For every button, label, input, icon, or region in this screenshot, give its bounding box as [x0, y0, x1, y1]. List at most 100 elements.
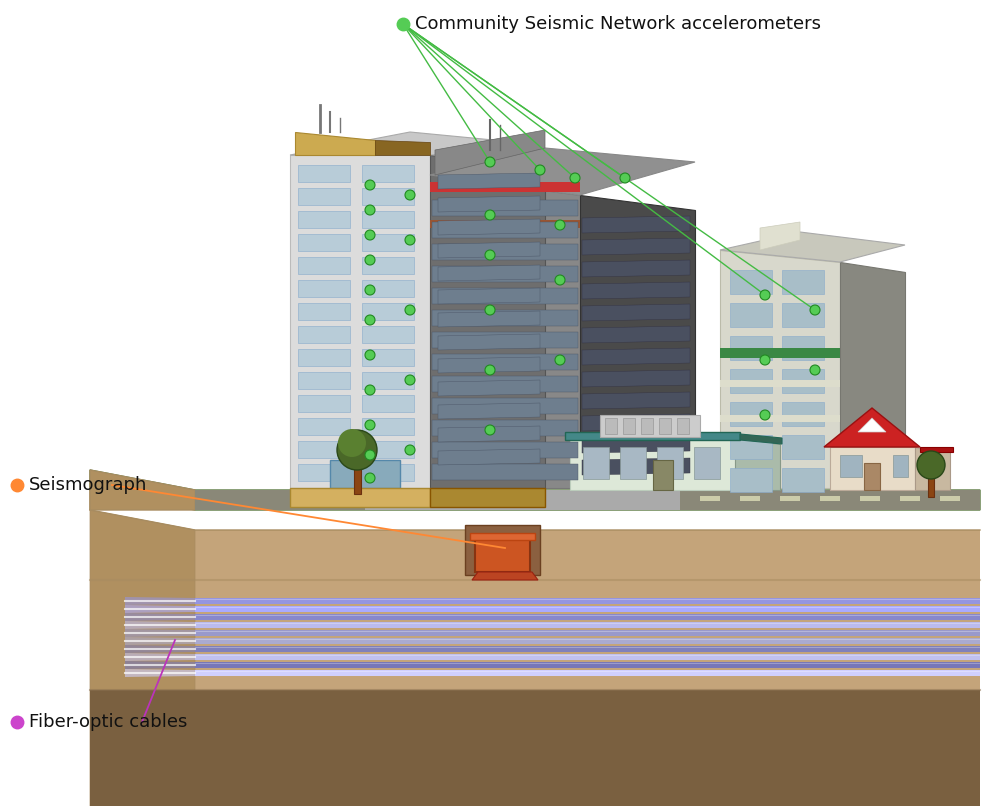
Circle shape: [405, 190, 415, 200]
Polygon shape: [438, 357, 540, 373]
Bar: [298, 395, 350, 412]
Polygon shape: [565, 432, 740, 440]
Polygon shape: [580, 195, 695, 488]
Polygon shape: [438, 426, 540, 442]
Circle shape: [337, 430, 377, 470]
Polygon shape: [195, 606, 980, 612]
Bar: [740, 496, 760, 501]
Bar: [928, 475, 934, 497]
Circle shape: [485, 157, 495, 167]
Bar: [860, 496, 880, 501]
Bar: [864, 463, 880, 490]
Circle shape: [485, 305, 495, 315]
Polygon shape: [195, 662, 980, 668]
Polygon shape: [125, 637, 195, 645]
Bar: [940, 496, 960, 501]
Circle shape: [365, 205, 375, 215]
Circle shape: [760, 290, 770, 300]
Bar: [362, 165, 414, 182]
Bar: [623, 418, 635, 434]
Polygon shape: [125, 661, 195, 669]
Bar: [730, 435, 772, 459]
Polygon shape: [720, 232, 905, 262]
Bar: [659, 418, 671, 434]
Bar: [730, 402, 772, 426]
Circle shape: [555, 355, 565, 365]
Bar: [362, 280, 414, 297]
Polygon shape: [430, 155, 545, 488]
Circle shape: [485, 365, 495, 375]
Bar: [298, 280, 350, 297]
Circle shape: [760, 410, 770, 420]
Polygon shape: [438, 449, 540, 465]
Bar: [298, 303, 350, 320]
Polygon shape: [432, 354, 578, 370]
Polygon shape: [582, 238, 690, 255]
Bar: [782, 402, 824, 426]
Polygon shape: [125, 605, 195, 613]
Circle shape: [760, 355, 770, 365]
Circle shape: [405, 445, 415, 455]
Polygon shape: [582, 348, 690, 365]
Polygon shape: [438, 196, 540, 212]
Bar: [694, 447, 720, 479]
Bar: [605, 418, 617, 434]
Polygon shape: [735, 438, 780, 490]
Polygon shape: [90, 690, 980, 806]
Circle shape: [405, 235, 415, 245]
Polygon shape: [125, 645, 195, 653]
Bar: [641, 418, 653, 434]
Circle shape: [405, 305, 415, 315]
Circle shape: [365, 420, 375, 430]
Bar: [362, 303, 414, 320]
Bar: [730, 303, 772, 327]
Polygon shape: [465, 525, 540, 575]
Bar: [893, 455, 908, 477]
Circle shape: [570, 173, 580, 183]
Bar: [782, 468, 824, 492]
Polygon shape: [760, 222, 800, 250]
Polygon shape: [90, 510, 980, 806]
Bar: [362, 326, 414, 343]
Polygon shape: [740, 434, 782, 444]
Polygon shape: [570, 438, 735, 490]
Polygon shape: [824, 408, 920, 447]
Bar: [730, 468, 772, 492]
Polygon shape: [195, 630, 980, 636]
Polygon shape: [840, 262, 905, 488]
Bar: [362, 441, 414, 458]
Polygon shape: [125, 669, 195, 677]
Circle shape: [365, 473, 375, 483]
Bar: [600, 415, 700, 437]
Polygon shape: [720, 415, 840, 422]
Circle shape: [810, 305, 820, 315]
Polygon shape: [582, 326, 690, 343]
Circle shape: [485, 250, 495, 260]
Polygon shape: [430, 148, 695, 195]
Polygon shape: [470, 533, 535, 540]
Polygon shape: [438, 219, 540, 235]
Polygon shape: [438, 242, 540, 258]
Bar: [900, 496, 920, 501]
Polygon shape: [430, 488, 545, 507]
Circle shape: [555, 275, 565, 285]
Bar: [362, 349, 414, 366]
Bar: [782, 336, 824, 360]
Circle shape: [365, 230, 375, 240]
Bar: [730, 369, 772, 393]
Polygon shape: [582, 260, 690, 277]
Circle shape: [338, 429, 366, 457]
Polygon shape: [365, 490, 680, 510]
Polygon shape: [432, 244, 578, 260]
Polygon shape: [830, 447, 915, 490]
Bar: [677, 418, 689, 434]
Bar: [730, 270, 772, 294]
Polygon shape: [195, 670, 980, 676]
Bar: [298, 211, 350, 228]
Polygon shape: [430, 220, 580, 228]
Circle shape: [365, 285, 375, 295]
Polygon shape: [295, 132, 375, 155]
Bar: [298, 234, 350, 251]
Bar: [298, 326, 350, 343]
Polygon shape: [582, 216, 690, 233]
